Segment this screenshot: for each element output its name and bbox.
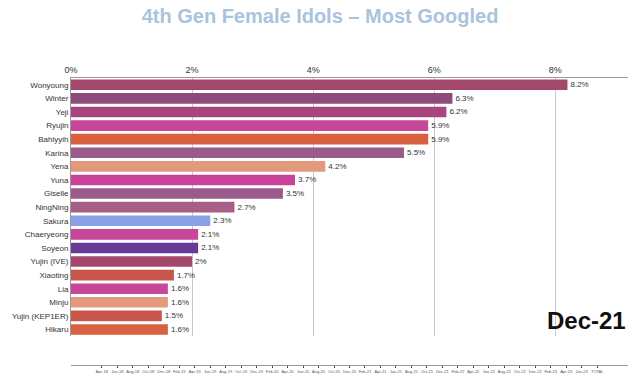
svg-text:3.5%: 3.5% [286, 189, 304, 198]
svg-text:Yujin (IVE): Yujin (IVE) [31, 257, 69, 266]
svg-text:6.3%: 6.3% [455, 94, 473, 103]
svg-text:Feb-21: Feb-21 [359, 369, 372, 374]
svg-text:3.7%: 3.7% [298, 175, 316, 184]
svg-text:Minju: Minju [49, 298, 68, 307]
svg-text:Apr-20: Apr-20 [282, 369, 295, 374]
svg-text:Jun-18: Jun-18 [111, 369, 124, 374]
svg-text:Aug-20: Aug-20 [312, 369, 326, 374]
svg-text:2.1%: 2.1% [201, 230, 219, 239]
svg-text:1.5%: 1.5% [165, 311, 183, 320]
svg-text:Winter: Winter [45, 94, 68, 103]
svg-text:5.9%: 5.9% [431, 121, 449, 130]
svg-text:Oct-18: Oct-18 [142, 369, 155, 374]
svg-text:Dec-21: Dec-21 [436, 369, 450, 374]
svg-text:Yujin (KEP1ER): Yujin (KEP1ER) [12, 312, 69, 321]
svg-text:2.1%: 2.1% [201, 243, 219, 252]
svg-text:4%: 4% [307, 65, 320, 75]
svg-text:Jun-19: Jun-19 [204, 369, 217, 374]
svg-text:Aug-18: Aug-18 [126, 369, 140, 374]
svg-text:Sakura: Sakura [43, 217, 69, 226]
svg-text:2.3%: 2.3% [213, 216, 231, 225]
svg-text:Dec-21: Dec-21 [547, 307, 626, 334]
svg-text:Oct-22: Oct-22 [514, 369, 527, 374]
svg-text:8.2%: 8.2% [570, 80, 588, 89]
svg-text:Apr-19: Apr-19 [189, 369, 202, 374]
svg-text:Aug-21: Aug-21 [405, 369, 419, 374]
svg-text:Aug-22: Aug-22 [498, 369, 512, 374]
svg-text:Apr-21: Apr-21 [374, 369, 387, 374]
svg-text:Xiaoting: Xiaoting [39, 271, 68, 280]
svg-text:Dec-19: Dec-19 [250, 369, 264, 374]
svg-text:0%: 0% [64, 65, 77, 75]
svg-text:4.2%: 4.2% [328, 162, 346, 171]
svg-text:Oct-19: Oct-19 [235, 369, 248, 374]
svg-text:Dec-18: Dec-18 [157, 369, 171, 374]
svg-text:Oct-21: Oct-21 [421, 369, 434, 374]
svg-text:Feb-22: Feb-22 [452, 369, 465, 374]
svg-text:5.5%: 5.5% [407, 148, 425, 157]
svg-text:8%: 8% [549, 65, 562, 75]
svg-text:1.6%: 1.6% [171, 284, 189, 293]
svg-text:Bahiyyih: Bahiyyih [38, 135, 68, 144]
svg-text:Feb-19: Feb-19 [173, 369, 186, 374]
svg-text:Yena: Yena [50, 162, 69, 171]
svg-text:Giselle: Giselle [44, 189, 69, 198]
svg-text:NingNing: NingNing [35, 203, 68, 212]
svg-text:1.6%: 1.6% [171, 298, 189, 307]
svg-text:Chaeryeong: Chaeryeong [25, 230, 69, 239]
svg-text:Jun-21: Jun-21 [390, 369, 403, 374]
svg-text:6.2%: 6.2% [449, 107, 467, 116]
svg-text:2.7%: 2.7% [237, 203, 255, 212]
svg-text:Jun-20: Jun-20 [297, 369, 310, 374]
svg-text:2%: 2% [186, 65, 199, 75]
svg-text:Yeji: Yeji [56, 108, 69, 117]
svg-text:1.7%: 1.7% [177, 271, 195, 280]
svg-text:Oct-20: Oct-20 [328, 369, 341, 374]
svg-text:Karina: Karina [45, 149, 69, 158]
svg-text:Hikaru: Hikaru [45, 325, 68, 334]
svg-text:Apr-18: Apr-18 [96, 369, 109, 374]
svg-text:Lia: Lia [58, 285, 69, 294]
svg-text:Feb-20: Feb-20 [266, 369, 279, 374]
svg-text:Jun-23: Jun-23 [576, 369, 589, 374]
svg-text:Yuna: Yuna [50, 176, 69, 185]
svg-text:Dec-20: Dec-20 [343, 369, 357, 374]
svg-text:Dec-22: Dec-22 [529, 369, 543, 374]
svg-text:5.9%: 5.9% [431, 135, 449, 144]
svg-text:Feb-23: Feb-23 [544, 369, 557, 374]
svg-text:2%: 2% [195, 257, 207, 266]
svg-text:6%: 6% [428, 65, 441, 75]
svg-text:Aug-19: Aug-19 [219, 369, 233, 374]
svg-text:TOTAL: TOTAL [591, 369, 604, 374]
svg-text:Apr-22: Apr-22 [467, 369, 480, 374]
svg-text:Apr-23: Apr-23 [560, 369, 573, 374]
svg-text:Ryujin: Ryujin [46, 121, 68, 130]
svg-text:Soyeon: Soyeon [41, 244, 68, 253]
svg-text:4th Gen Female Idols – Most Go: 4th Gen Female Idols – Most Googled [142, 5, 499, 27]
svg-text:Wonyoung: Wonyoung [30, 81, 68, 90]
svg-text:Jun-22: Jun-22 [483, 369, 496, 374]
svg-text:1.6%: 1.6% [171, 325, 189, 334]
